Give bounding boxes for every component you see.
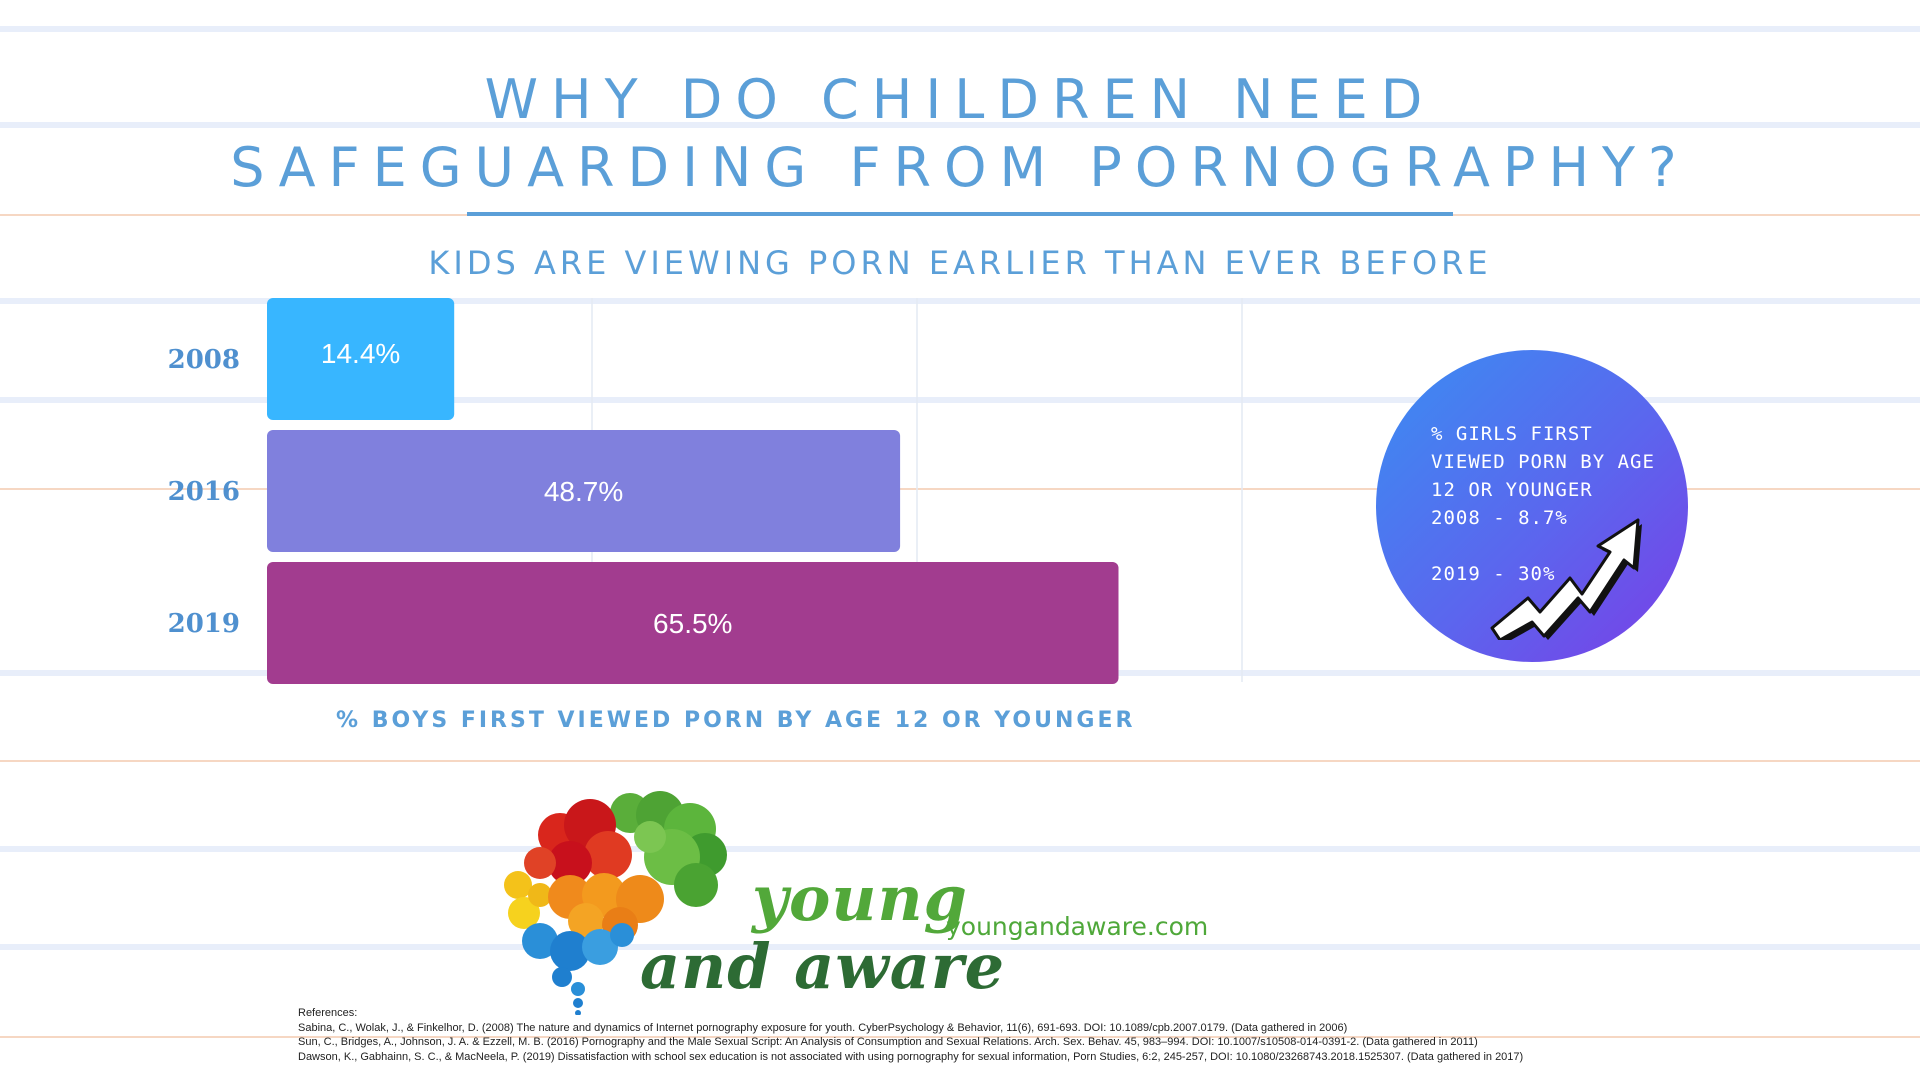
reference-item: Sun, C., Bridges, A., Johnson, J. A. & E… (298, 1036, 1478, 1048)
references: References: Sabina, C., Wolak, J., & Fin… (298, 1006, 1858, 1064)
data-label: 65.5% (653, 608, 732, 639)
page-title: WHY DO CHILDREN NEED SAFEGUARDING FROM P… (0, 66, 1920, 202)
title-line-2: SAFEGUARDING FROM PORNOGRAPHY? (230, 136, 1690, 199)
reference-item: Sabina, C., Wolak, J., & Finkelhor, D. (… (298, 1021, 1348, 1034)
category-label: 2008 (168, 345, 240, 375)
data-label: 48.7% (544, 476, 623, 507)
girls-stat-text: % GIRLS FIRST VIEWED PORN BY AGE 12 OR Y… (1431, 420, 1681, 588)
background-line (0, 944, 1920, 950)
boys-bar-chart: 2008 14.4% 2016 48.7% 2019 65.5% (168, 298, 1243, 684)
callout-line-2019: 2019 - 30% (1431, 563, 1556, 585)
bar-2008 (267, 298, 455, 420)
brand-word-young: young (752, 862, 968, 935)
girls-stat-callout: % GIRLS FIRST VIEWED PORN BY AGE 12 OR Y… (1376, 350, 1688, 662)
website-url[interactable]: youngandaware.com (946, 912, 1209, 941)
callout-line: % GIRLS FIRST (1431, 423, 1593, 445)
background-line (0, 760, 1920, 762)
callout-line-2008: 2008 - 8.7% (1431, 507, 1568, 529)
trending-up-arrow-icon (1490, 518, 1642, 640)
category-label: 2016 (168, 477, 240, 507)
chart-bars: 2008 14.4% 2016 48.7% 2019 65.5% (168, 298, 1119, 684)
background-line (0, 488, 1920, 490)
brain-bubbles-logo (504, 791, 727, 1015)
callout-line: 12 OR YOUNGER (1431, 479, 1593, 501)
title-divider (467, 212, 1453, 216)
background-line (0, 846, 1920, 852)
background-line (0, 122, 1920, 128)
background-line (0, 298, 1920, 304)
category-label: 2019 (168, 609, 240, 639)
title-line-1: WHY DO CHILDREN NEED (484, 68, 1436, 131)
references-heading: References: (298, 1007, 358, 1019)
bar-2016 (267, 430, 901, 552)
background-line (0, 26, 1920, 32)
background-line (0, 397, 1920, 403)
brand-word-and-aware: and aware (640, 930, 1006, 1003)
callout-line: VIEWED PORN BY AGE (1431, 451, 1655, 473)
bar-2019 (267, 562, 1119, 684)
chart-subtitle: KIDS ARE VIEWING PORN EARLIER THAN EVER … (428, 244, 1492, 282)
data-label: 14.4% (321, 338, 400, 369)
reference-item: Dawson, K., Gabhainn, S. C., & MacNeela,… (298, 1050, 1524, 1063)
background-line (0, 1036, 1920, 1038)
chart-x-label: % BOYS FIRST VIEWED PORN BY AGE 12 OR YO… (336, 708, 1136, 733)
